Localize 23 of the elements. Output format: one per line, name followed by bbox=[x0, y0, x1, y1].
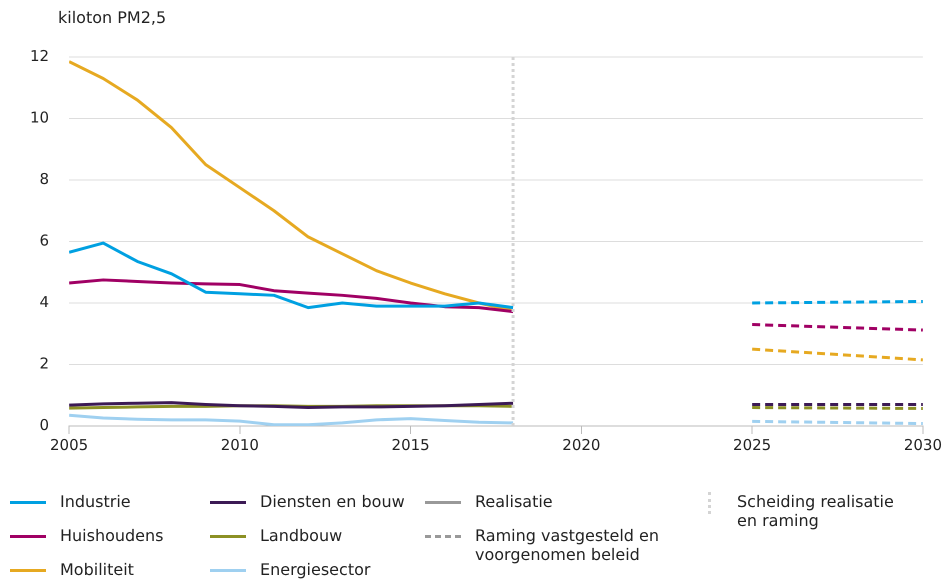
y-tick-label: 0 bbox=[40, 416, 50, 434]
y-tick-label: 12 bbox=[30, 46, 50, 65]
y-axis-title: kiloton PM2,5 bbox=[58, 8, 166, 27]
y-tick-label: 4 bbox=[40, 292, 50, 311]
y-tick-label: 6 bbox=[40, 231, 50, 250]
legend-label: Mobiliteit bbox=[60, 560, 134, 579]
y-tick-label: 2 bbox=[40, 354, 50, 372]
x-tick-label: 2005 bbox=[50, 436, 88, 454]
legend-label: Energiesector bbox=[260, 560, 370, 579]
x-tick-label: 2015 bbox=[392, 436, 430, 454]
legend-label: Landbouw bbox=[260, 526, 342, 545]
legend-label: Diensten en bouw bbox=[260, 492, 405, 511]
legend-label: Huishoudens bbox=[60, 526, 164, 545]
x-tick-label: 2020 bbox=[562, 436, 600, 454]
x-tick-label: 2025 bbox=[733, 436, 772, 454]
text: Realisatie bbox=[475, 492, 553, 511]
legend-label: Scheiding realisatie en raming bbox=[737, 492, 895, 530]
y-tick-label: 10 bbox=[30, 108, 50, 126]
x-tick-label: 2030 bbox=[904, 436, 942, 454]
text: Raming vastgesteld en voorgenomen beleid bbox=[475, 526, 660, 564]
x-tick-label: 2010 bbox=[220, 436, 259, 454]
legend-label: Industrie bbox=[60, 492, 131, 511]
y-tick-label: 8 bbox=[40, 170, 50, 188]
